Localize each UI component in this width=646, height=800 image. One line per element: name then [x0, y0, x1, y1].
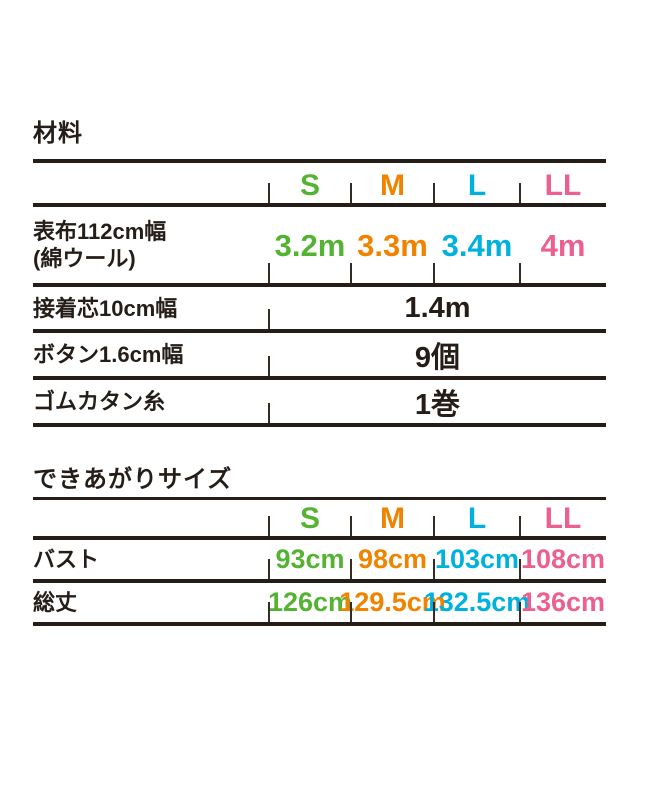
- empty-corner-cell: [33, 163, 269, 203]
- bust-row: バスト 93cm 98cm 103cm 108cm: [33, 540, 606, 583]
- finished-size-table: S M L LL バスト 93cm 98cm 103cm 108cm 総丈 12…: [33, 497, 606, 626]
- empty-corner-cell: [33, 500, 269, 536]
- bust-label: バスト: [33, 547, 100, 572]
- bust-value-ll: 108cm: [519, 540, 606, 579]
- button-value: 9個: [268, 333, 606, 376]
- interfacing-row: 接着芯10cm幅 1.4m: [33, 287, 606, 333]
- fabric-row: 表布112cm幅 (綿ウール) 3.2m 3.3m 3.4m 4m: [33, 207, 606, 287]
- fabric-value-m: 3.3m: [350, 207, 434, 283]
- fabric-value-l: 3.4m: [433, 207, 520, 283]
- size-table-header-row: S M L LL: [33, 500, 606, 540]
- size-header-l: L: [433, 163, 520, 203]
- materials-heading: 材料: [33, 120, 83, 147]
- total-length-label: 総丈: [33, 590, 78, 615]
- total-length-value-m: 129.5cm: [339, 583, 446, 622]
- finished-size-heading: できあがりサイズ: [33, 466, 233, 493]
- size-header-m: M: [350, 163, 434, 203]
- button-label: ボタン1.6cm幅: [33, 342, 184, 367]
- fabric-label-line2: (綿ウール): [33, 246, 136, 271]
- size-header-ll: LL: [519, 500, 606, 536]
- fabric-value-ll: 4m: [519, 207, 606, 283]
- button-row: ボタン1.6cm幅 9個: [33, 333, 606, 380]
- fabric-label: 表布112cm幅 (綿ウール): [33, 207, 269, 283]
- size-header-s: S: [268, 163, 351, 203]
- materials-table: S M L LL 表布112cm幅 (綿ウール) 3.2m 3.3m 3.4m …: [33, 159, 606, 427]
- total-length-value-s: 126cm: [268, 583, 352, 622]
- total-length-value-ll: 136cm: [519, 583, 606, 622]
- interfacing-value: 1.4m: [268, 287, 606, 329]
- size-header-m: M: [350, 500, 434, 536]
- bust-value-m: 98cm: [350, 540, 434, 579]
- total-length-row: 総丈 126cm 129.5cm 132.5cm 136cm: [33, 583, 606, 626]
- total-length-value-l: 132.5cm: [424, 583, 530, 622]
- bust-value-l: 103cm: [433, 540, 520, 579]
- size-header-ll: LL: [519, 163, 606, 203]
- size-header-s: S: [268, 500, 351, 536]
- fabric-label-line1: 表布112cm幅: [33, 219, 167, 244]
- materials-size-header-row: S M L LL: [33, 163, 606, 207]
- interfacing-label: 接着芯10cm幅: [33, 295, 178, 321]
- thread-label: ゴムカタン糸: [33, 389, 166, 414]
- thread-row: ゴムカタン糸 1巻: [33, 380, 606, 427]
- fabric-value-s: 3.2m: [268, 207, 351, 283]
- size-header-l: L: [433, 500, 520, 536]
- bust-value-s: 93cm: [268, 540, 351, 579]
- thread-value: 1巻: [268, 380, 606, 423]
